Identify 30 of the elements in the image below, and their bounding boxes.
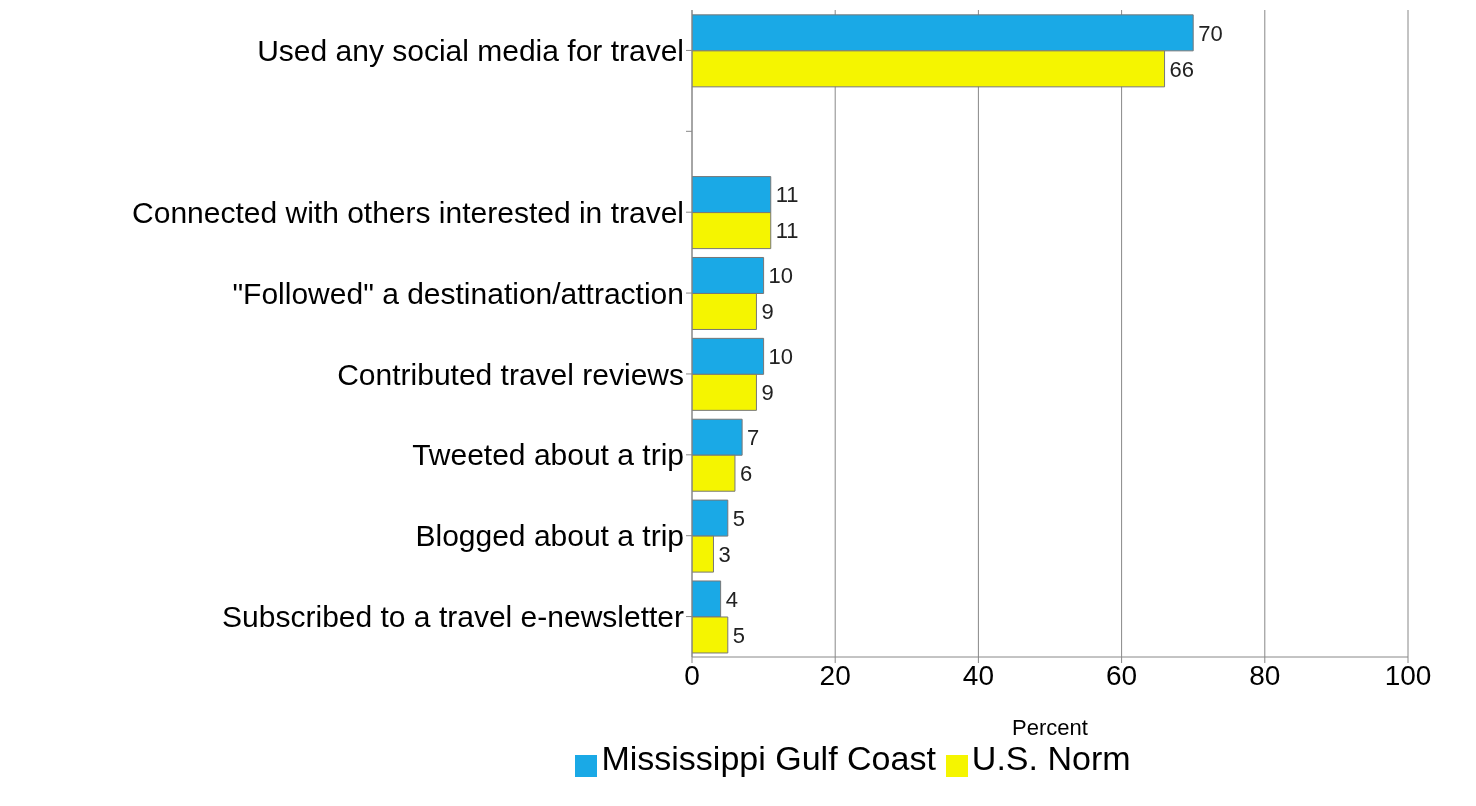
x-tick-label: 40 bbox=[962, 659, 994, 691]
data-label: 5 bbox=[732, 622, 746, 648]
data-label: 11 bbox=[775, 182, 799, 208]
data-label: 10 bbox=[768, 263, 794, 289]
data-label: 11 bbox=[775, 218, 799, 244]
legend-label: U.S. Norm bbox=[971, 739, 1131, 777]
y-tick-label: Connected with others interested in travel bbox=[132, 195, 684, 229]
data-label: 4 bbox=[725, 586, 738, 612]
data-label: 9 bbox=[761, 299, 774, 325]
data-label: 5 bbox=[732, 505, 746, 531]
data-label: 6 bbox=[739, 461, 753, 487]
y-tick-label: Tweeted about a trip bbox=[412, 438, 684, 472]
data-label: 9 bbox=[761, 380, 774, 406]
y-tick-label: Subscribed to a travel e-newsletter bbox=[222, 600, 684, 634]
data-label: 70 bbox=[1198, 20, 1223, 46]
data-label: 3 bbox=[718, 541, 731, 567]
y-tick-label: Blogged about a trip bbox=[415, 519, 684, 553]
x-tick-label: 100 bbox=[1384, 659, 1432, 691]
x-tick-label: 0 bbox=[684, 659, 700, 691]
data-label: 7 bbox=[747, 425, 760, 451]
y-tick-label: Contributed travel reviews bbox=[337, 357, 684, 391]
x-tick-label: 60 bbox=[1106, 659, 1138, 691]
y-tick-label: Used any social media for travel bbox=[257, 34, 684, 68]
data-label: 66 bbox=[1169, 56, 1195, 82]
x-axis-title: Percent bbox=[1012, 715, 1088, 740]
x-tick-label: 80 bbox=[1249, 659, 1281, 691]
x-tick-label: 20 bbox=[819, 659, 851, 691]
y-tick-label: "Followed" a destination/attraction bbox=[232, 276, 684, 310]
legend-label: Mississippi Gulf Coast bbox=[601, 739, 936, 777]
data-label: 10 bbox=[768, 344, 794, 370]
